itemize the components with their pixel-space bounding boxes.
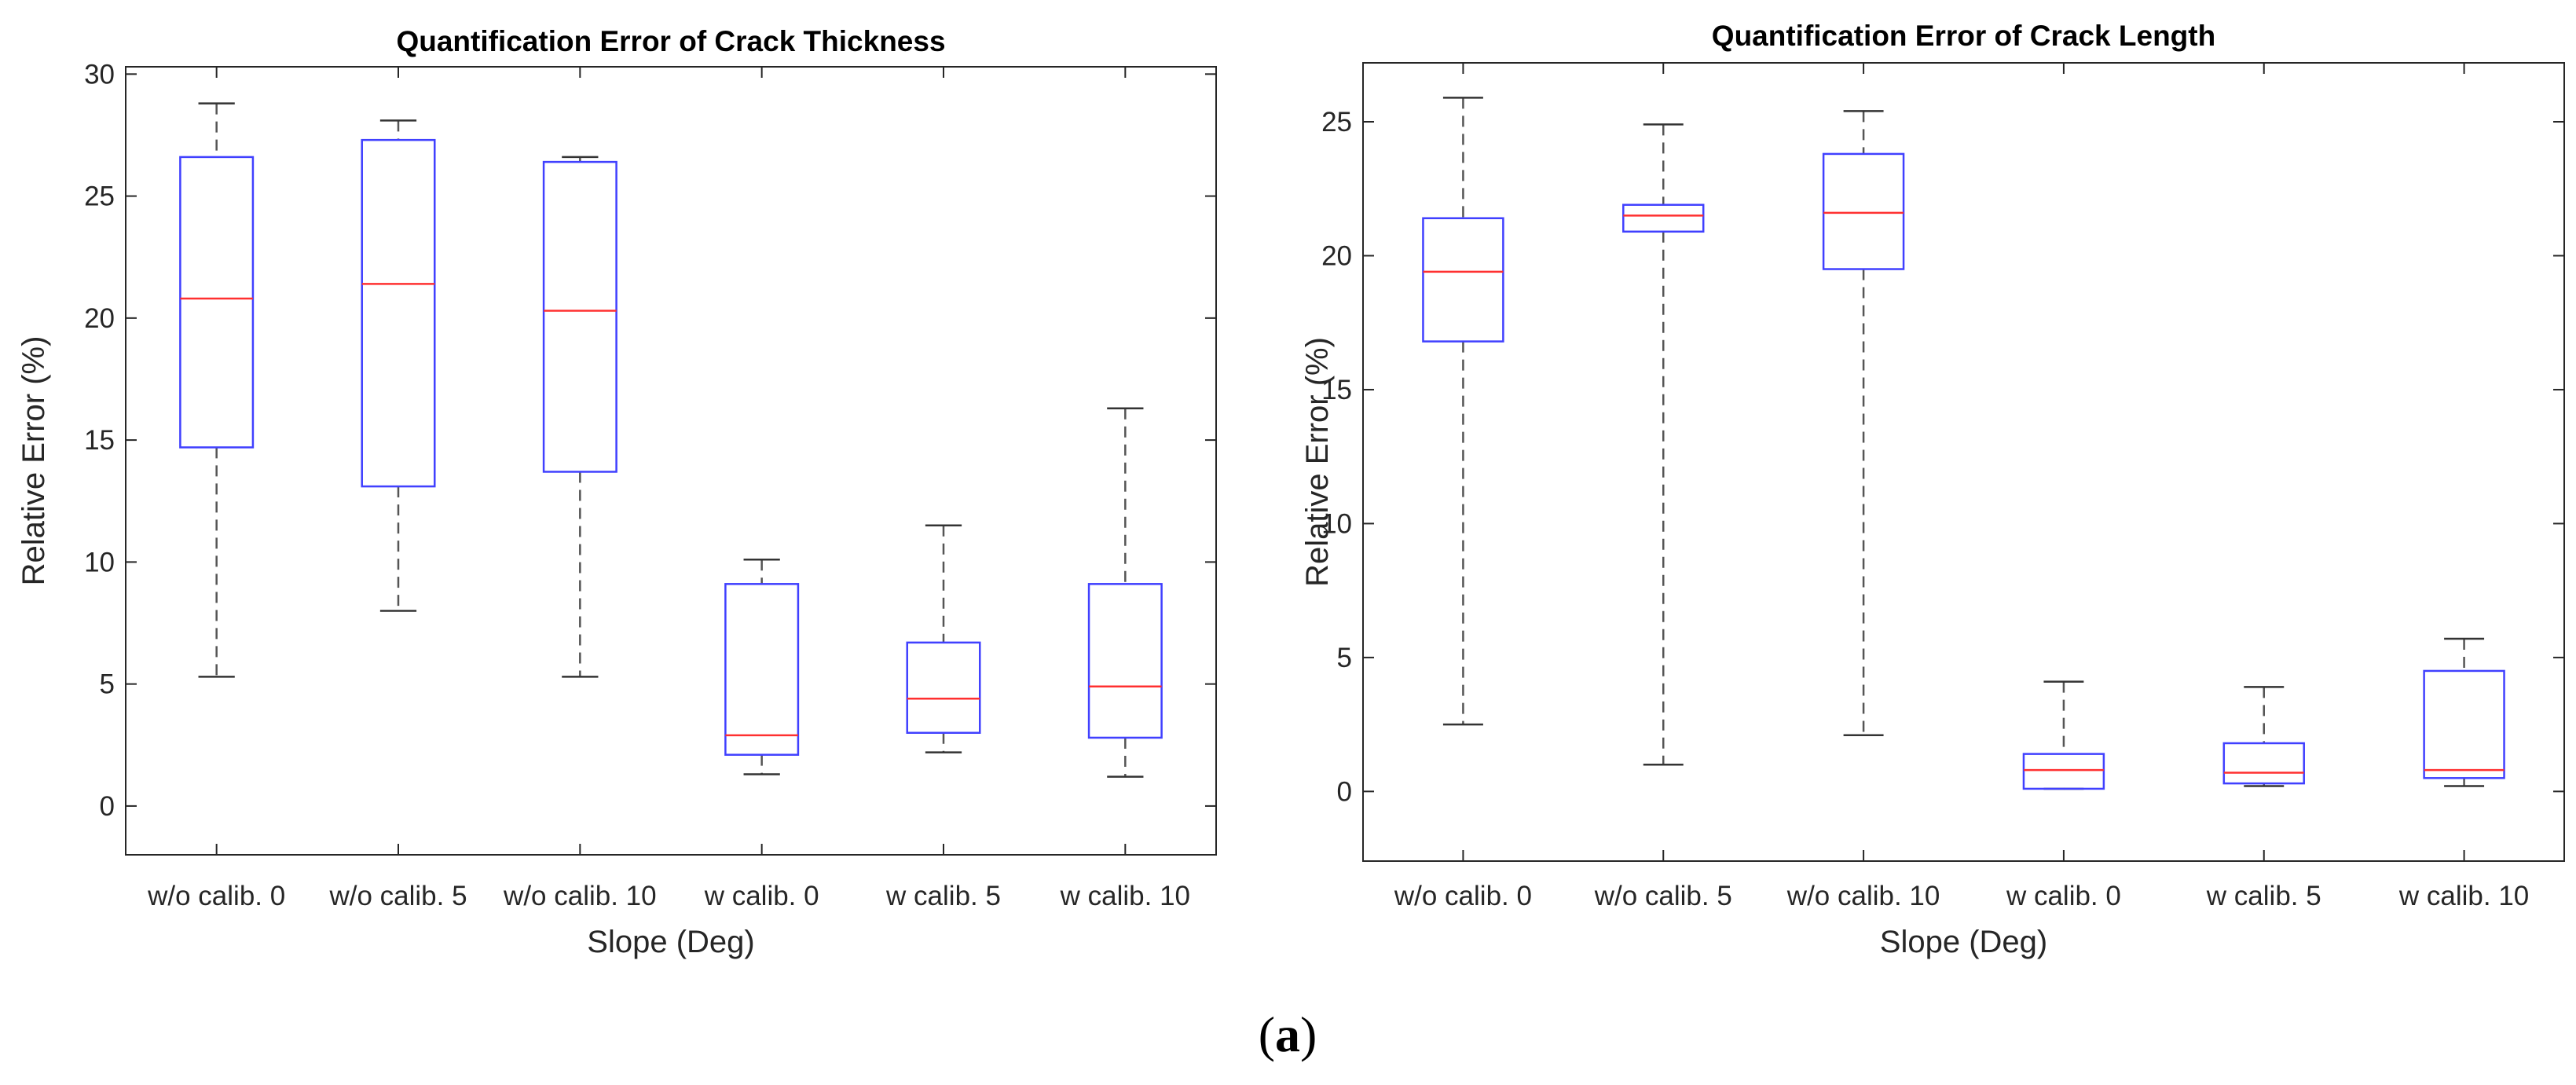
box-2 xyxy=(1822,110,1905,737)
box-4 xyxy=(906,524,981,753)
y-tick-label: 5 xyxy=(1337,643,1352,673)
chart-thickness: 0 5 10 15 20 25 30 w/o calib. 0 w/o calib. 5 w/o … xyxy=(16,25,1217,959)
chart-title: Quantification Error of Crack Thickness xyxy=(396,25,945,57)
box-3 xyxy=(724,559,800,775)
y-tick-label: 10 xyxy=(84,547,115,577)
box-5 xyxy=(2423,637,2505,787)
box-2 xyxy=(542,156,617,678)
y-axis-label: Relative Error (%) xyxy=(1300,337,1335,587)
x-tick-label: w/o calib. 0 xyxy=(1394,881,1532,911)
chart-length: 0 5 10 15 20 25 w/o calib. 0 w/o calib. 5 w/o ca… xyxy=(1300,20,2565,959)
y-tick-label: 15 xyxy=(1321,375,1352,405)
iqr-box xyxy=(1087,583,1163,739)
box-1 xyxy=(1622,123,1705,766)
box-0 xyxy=(1422,97,1504,726)
x-tick-label: w/o calib. 10 xyxy=(1786,881,1940,911)
box-1 xyxy=(361,119,436,612)
iqr-box xyxy=(361,138,436,488)
y-tick-label: 30 xyxy=(84,59,115,90)
y-tick-label: 25 xyxy=(1321,107,1352,137)
x-tick-label: w calib. 0 xyxy=(704,881,819,911)
box-3 xyxy=(2022,680,2105,790)
y-tick-label: 5 xyxy=(100,669,115,700)
iqr-box xyxy=(1822,152,1905,270)
x-tick-label: w/o calib. 5 xyxy=(1594,881,1732,911)
x-tick-label: w/o calib. 5 xyxy=(328,881,467,911)
chart-title: Quantification Error of Crack Length xyxy=(1712,20,2215,52)
plot-area xyxy=(125,66,1217,856)
x-tick-label: w calib. 5 xyxy=(885,881,1001,911)
y-tick-label: 25 xyxy=(84,181,115,212)
x-axis-label: Slope (Deg) xyxy=(587,925,754,959)
x-tick-label: w/o calib. 0 xyxy=(147,881,285,911)
x-tick-label: w calib. 5 xyxy=(2206,881,2321,911)
y-tick-label: 20 xyxy=(84,303,115,334)
iqr-box xyxy=(542,160,617,473)
x-axis-label: Slope (Deg) xyxy=(1880,925,2047,959)
iqr-box xyxy=(724,583,800,756)
y-tick-label: 0 xyxy=(100,791,115,822)
iqr-box xyxy=(2423,669,2505,779)
iqr-box xyxy=(1622,203,1705,233)
plot-area xyxy=(1362,62,2565,862)
x-tick-label: w calib. 10 xyxy=(1060,881,1190,911)
figure-caption: (a) xyxy=(1259,1006,1317,1062)
y-tick-label: 0 xyxy=(1337,776,1352,807)
y-tick-label: 15 xyxy=(84,425,115,456)
y-tick-label: 10 xyxy=(1321,508,1352,539)
box-5 xyxy=(1087,407,1163,778)
box-0 xyxy=(179,102,255,678)
iqr-box xyxy=(179,156,255,449)
x-tick-label: w calib. 0 xyxy=(2006,881,2121,911)
x-tick-label: w calib. 10 xyxy=(2398,881,2529,911)
y-axis-label: Relative Error (%) xyxy=(16,336,51,586)
iqr-box xyxy=(1422,217,1504,343)
box-4 xyxy=(2222,686,2305,787)
iqr-box xyxy=(2022,753,2105,790)
iqr-box xyxy=(906,641,981,734)
y-tick-label: 20 xyxy=(1321,240,1352,271)
iqr-box xyxy=(2222,742,2305,785)
x-tick-label: w/o calib. 10 xyxy=(503,881,657,911)
